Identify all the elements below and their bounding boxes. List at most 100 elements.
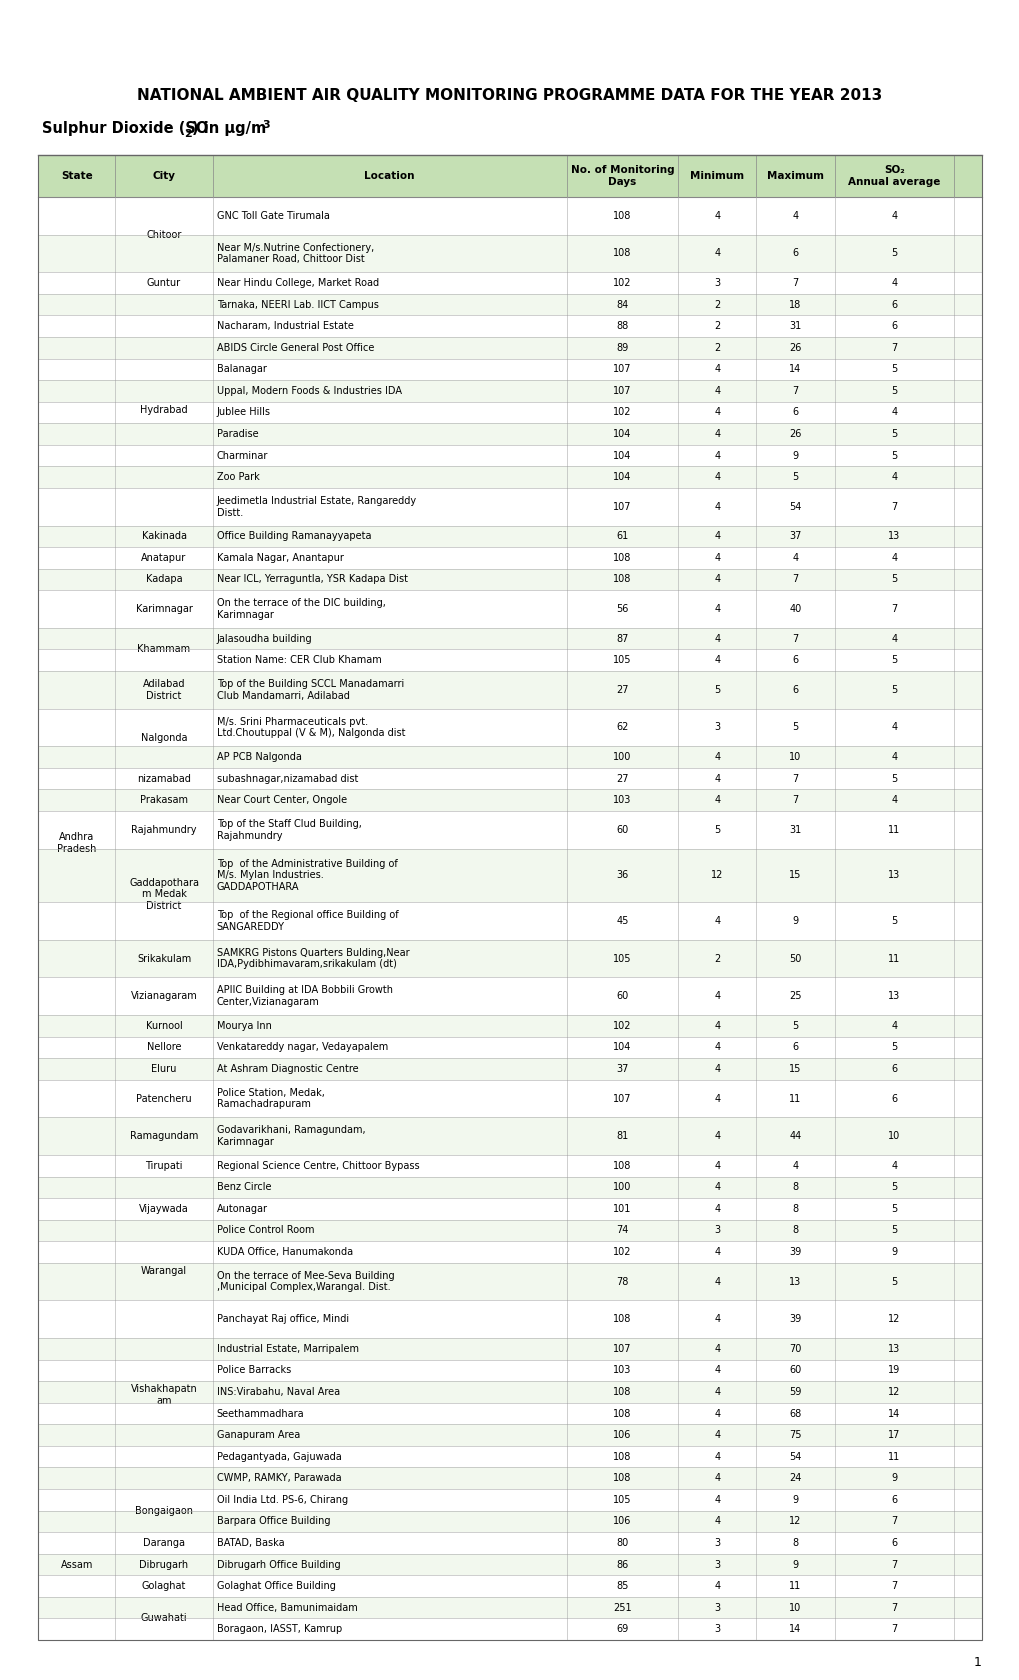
Text: 5: 5 xyxy=(891,655,897,665)
Text: 87: 87 xyxy=(615,633,628,643)
Text: 4: 4 xyxy=(713,916,719,926)
Text: Oil India Ltd. PS-6, Chirang: Oil India Ltd. PS-6, Chirang xyxy=(216,1495,347,1505)
Text: 75: 75 xyxy=(789,1430,801,1440)
Text: Seethammadhara: Seethammadhara xyxy=(216,1408,304,1418)
Text: SO₂
Annual average: SO₂ Annual average xyxy=(847,165,940,186)
Text: 4: 4 xyxy=(713,1344,719,1354)
Text: 4: 4 xyxy=(713,991,719,1001)
Text: 4: 4 xyxy=(713,502,719,512)
Text: 7: 7 xyxy=(792,633,798,643)
Text: Head Office, Bamunimaidam: Head Office, Bamunimaidam xyxy=(216,1603,357,1613)
Text: 4: 4 xyxy=(891,277,897,287)
Text: Adilabad
District: Adilabad District xyxy=(143,679,185,701)
Text: 11: 11 xyxy=(789,1094,801,1104)
Text: 4: 4 xyxy=(891,472,897,482)
Bar xyxy=(38,811,981,848)
Text: 6: 6 xyxy=(891,1537,897,1547)
Bar xyxy=(38,1403,981,1425)
Bar xyxy=(38,1381,981,1403)
Text: 12: 12 xyxy=(789,1517,801,1527)
Text: ABIDS Circle General Post Office: ABIDS Circle General Post Office xyxy=(216,343,374,353)
Text: 102: 102 xyxy=(612,277,631,287)
Text: Rajahmundry: Rajahmundry xyxy=(131,825,197,835)
Text: Police Barracks: Police Barracks xyxy=(216,1366,290,1376)
Text: 107: 107 xyxy=(612,386,631,396)
Text: 3: 3 xyxy=(713,1603,719,1613)
Bar xyxy=(38,790,981,811)
Text: Jalasoudha building: Jalasoudha building xyxy=(216,633,312,643)
Bar xyxy=(38,709,981,746)
Text: 68: 68 xyxy=(789,1408,801,1418)
Text: 7: 7 xyxy=(891,1625,897,1635)
Text: 4: 4 xyxy=(713,210,719,220)
Text: 31: 31 xyxy=(789,825,801,835)
Text: 4: 4 xyxy=(713,1517,719,1527)
Text: 13: 13 xyxy=(789,1277,801,1287)
Text: Vishakhapatn
am: Vishakhapatn am xyxy=(130,1384,198,1406)
Text: 4: 4 xyxy=(713,1581,719,1591)
Bar xyxy=(38,902,981,939)
Text: 4: 4 xyxy=(713,472,719,482)
Text: 11: 11 xyxy=(888,825,900,835)
Text: 4: 4 xyxy=(713,655,719,665)
Text: 108: 108 xyxy=(612,249,631,259)
Text: 108: 108 xyxy=(612,1161,631,1171)
Bar xyxy=(38,746,981,768)
Text: 4: 4 xyxy=(713,795,719,805)
Text: 100: 100 xyxy=(612,1183,631,1193)
Text: Near ICL, Yerraguntla, YSR Kadapa Dist: Near ICL, Yerraguntla, YSR Kadapa Dist xyxy=(216,575,408,585)
Text: 107: 107 xyxy=(612,1344,631,1354)
Text: 4: 4 xyxy=(713,1430,719,1440)
Text: 105: 105 xyxy=(612,1495,631,1505)
Text: 60: 60 xyxy=(789,1366,801,1376)
Bar xyxy=(38,1117,981,1154)
Text: 11: 11 xyxy=(888,954,900,964)
Text: 108: 108 xyxy=(612,1473,631,1483)
Text: Pedagantyada, Gajuwada: Pedagantyada, Gajuwada xyxy=(216,1452,341,1462)
Text: 103: 103 xyxy=(612,795,631,805)
Text: 4: 4 xyxy=(792,210,798,220)
Text: 2: 2 xyxy=(713,954,719,964)
Text: Kakinada: Kakinada xyxy=(142,531,186,541)
Text: 5: 5 xyxy=(792,1021,798,1032)
Text: 5: 5 xyxy=(891,685,897,696)
Text: 12: 12 xyxy=(888,1388,900,1398)
Bar xyxy=(38,423,981,445)
Text: Mourya Inn: Mourya Inn xyxy=(216,1021,271,1032)
Text: 4: 4 xyxy=(713,1473,719,1483)
Text: Jeedimetla Industrial Estate, Rangareddy
Distt.: Jeedimetla Industrial Estate, Rangareddy… xyxy=(216,496,417,517)
Text: Karimnagar: Karimnagar xyxy=(136,605,193,615)
Bar xyxy=(38,570,981,590)
Bar xyxy=(38,487,981,526)
Text: Kurnool: Kurnool xyxy=(146,1021,182,1032)
Text: 4: 4 xyxy=(713,249,719,259)
Text: 107: 107 xyxy=(612,502,631,512)
Bar xyxy=(38,1058,981,1080)
Text: 2: 2 xyxy=(713,321,719,331)
Text: 8: 8 xyxy=(792,1537,798,1547)
Text: Prakasam: Prakasam xyxy=(140,795,187,805)
Text: 14: 14 xyxy=(789,365,801,375)
Text: 105: 105 xyxy=(612,954,631,964)
Text: 4: 4 xyxy=(891,553,897,563)
Text: 5: 5 xyxy=(891,1205,897,1215)
Bar xyxy=(38,548,981,570)
Text: Location: Location xyxy=(364,171,415,181)
Text: Tirupati: Tirupati xyxy=(145,1161,182,1171)
Text: Benz Circle: Benz Circle xyxy=(216,1183,271,1193)
Text: Bongaigaon: Bongaigaon xyxy=(135,1505,193,1515)
Text: Maximum: Maximum xyxy=(766,171,823,181)
Text: 4: 4 xyxy=(713,753,719,763)
Text: 9: 9 xyxy=(792,1495,798,1505)
Text: 102: 102 xyxy=(612,408,631,417)
Text: 106: 106 xyxy=(612,1517,631,1527)
Text: Ganapuram Area: Ganapuram Area xyxy=(216,1430,300,1440)
Text: 88: 88 xyxy=(615,321,628,331)
Text: 5: 5 xyxy=(891,450,897,460)
Text: Barpara Office Building: Barpara Office Building xyxy=(216,1517,330,1527)
Text: Assam: Assam xyxy=(60,1559,93,1569)
Text: 4: 4 xyxy=(713,605,719,615)
Bar xyxy=(38,235,981,272)
Text: 8: 8 xyxy=(792,1225,798,1235)
Text: 13: 13 xyxy=(888,1344,900,1354)
